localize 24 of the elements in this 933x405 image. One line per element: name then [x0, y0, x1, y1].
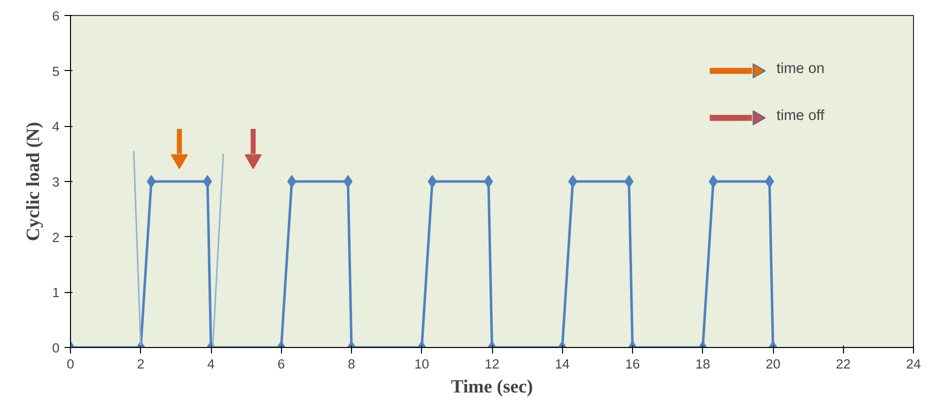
- x-tick-label: 24: [906, 356, 922, 372]
- annotation: time off: [776, 108, 826, 124]
- x-tick-label: 2: [137, 356, 144, 372]
- x-tick-label: 8: [348, 356, 356, 372]
- x-axis-title: Time (sec): [450, 376, 534, 398]
- y-tick-label: 3: [52, 174, 60, 190]
- x-tick-label: 0: [66, 356, 74, 372]
- y-tick-label: 1: [52, 285, 60, 300]
- x-tick-label: 4: [207, 356, 216, 372]
- y-tick-label: 6: [52, 8, 60, 24]
- x-tick-label: 6: [278, 356, 285, 372]
- y-tick-label: 4: [52, 119, 60, 134]
- annotation: time on: [776, 61, 825, 78]
- x-tick-label: 14: [554, 356, 570, 372]
- x-tick-label: 16: [625, 356, 640, 372]
- y-tick-label: 5: [52, 64, 60, 79]
- y-tick-label: 0: [52, 340, 60, 356]
- x-tick-label: 10: [414, 356, 430, 372]
- y-tick-label: 2: [52, 230, 60, 245]
- x-tick-label: 22: [836, 356, 851, 372]
- y-axis-title: Cyclic load (N): [23, 122, 44, 242]
- x-tick-label: 20: [766, 356, 780, 372]
- x-tick-label: 12: [484, 356, 500, 372]
- x-tick-label: 18: [695, 356, 710, 372]
